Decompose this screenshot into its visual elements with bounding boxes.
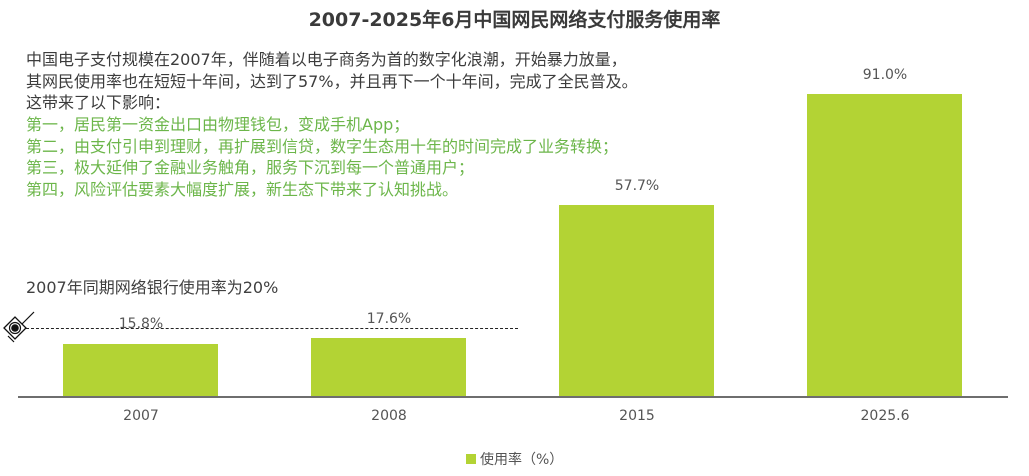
chart-title: 2007-2025年6月中国网民网络支付服务使用率: [308, 9, 721, 31]
impact-point: 第一，居民第一资金出口由物理钱包，变成手机App；: [26, 115, 410, 134]
x-tick-label: 2025.6: [860, 408, 910, 424]
x-tick-label: 2007: [123, 408, 159, 424]
intro-line: 其网民使用率也在短短十年间，达到了57%，并且再下一个十年间，完成了全民普及。: [26, 71, 638, 91]
bar-2008: [311, 338, 466, 396]
impact-points: 第一，居民第一资金出口由物理钱包，变成手机App； 第二，由支付引申到理财，再扩…: [26, 114, 618, 200]
bar-value-label: 17.6%: [366, 311, 412, 327]
reference-note: 2007年同期网络银行使用率为20%: [26, 278, 279, 297]
impact-point: 第二，由支付引申到理财，再扩展到信贷，数字生态用十年的时间完成了业务转换；: [26, 136, 619, 156]
impact-point: 第四，风险评估要素大幅度扩展，新生态下带来了认知挑战。: [26, 179, 459, 199]
legend-swatch-icon: [466, 454, 476, 464]
bar-2025-6: [807, 94, 962, 396]
x-tick-label: 2008: [371, 408, 407, 424]
bar-value-label: 91.0%: [862, 67, 908, 83]
intro-line: 中国电子支付规模在2007年，伴随着以电子商务为首的数字化浪潮，开始暴力放量，: [26, 50, 627, 69]
target-marker-icon: [3, 311, 35, 343]
legend-label: 使用率（%）: [480, 452, 564, 468]
reference-dashed-line: [26, 328, 518, 329]
bar-2007: [63, 344, 218, 396]
intro-text: 中国电子支付规模在2007年，伴随着以电子商务为首的数字化浪潮，开始暴力放量， …: [26, 49, 638, 114]
legend: 使用率（%）: [466, 449, 563, 469]
bar-value-label: 57.7%: [614, 178, 660, 194]
impact-point: 第三，极大延伸了金融业务触角，服务下沉到每一个普通用户；: [26, 158, 475, 177]
x-tick-label: 2015: [619, 408, 655, 424]
x-axis-line: [18, 396, 1008, 398]
bar-value-label: 15.8%: [118, 316, 164, 332]
intro-line: 这带来了以下影响：: [26, 93, 171, 112]
bar-2015: [559, 205, 714, 396]
